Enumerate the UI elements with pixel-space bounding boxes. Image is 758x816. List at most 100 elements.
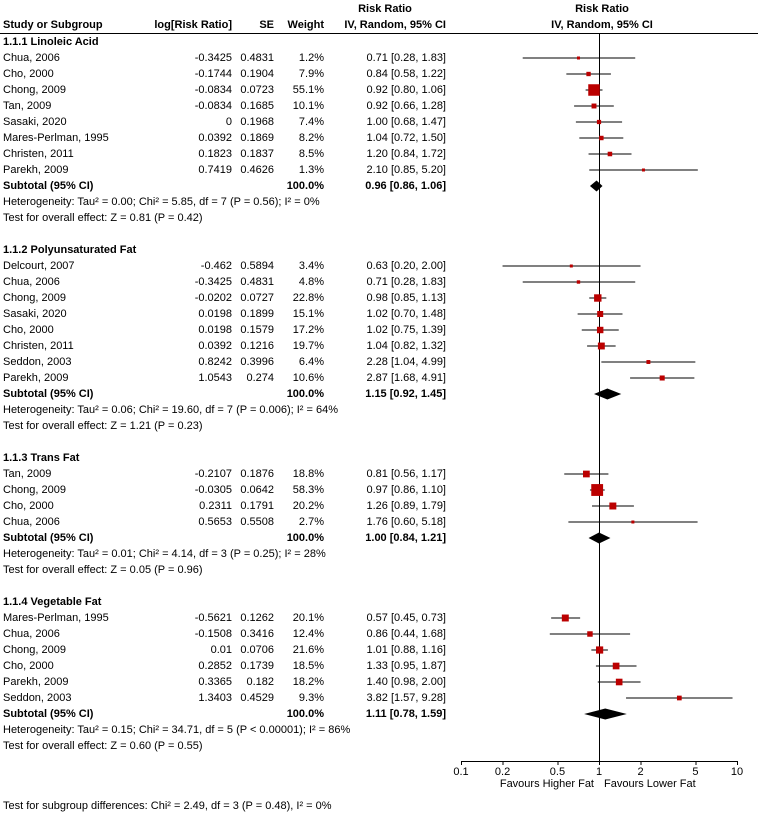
ci-text: 1.01 [0.88, 1.16] [366,644,446,656]
heterogeneity-text: Heterogeneity: Tau² = 0.00; Chi² = 5.85,… [3,196,320,208]
se-value: 0.1904 [240,68,274,80]
study-row-label: Sasaki, 2020 [3,116,67,128]
log-risk-ratio-value: 0.0198 [198,308,232,320]
log-risk-ratio-value: 1.3403 [198,692,232,704]
study-row: Christen, 2011 0.1823 0.1837 8.5% 1.20 [0.84… [0,146,758,162]
plot-cell [446,290,758,306]
se-value: 0.1685 [240,100,274,112]
overall-effect-text: Test for overall effect: Z = 0.60 (P = 0… [3,740,203,752]
study-row-label: Sasaki, 2020 [3,308,67,320]
weight-value: 8.5% [298,148,324,160]
study-row: Tan, 2009 -0.0834 0.1685 10.1% 0.92 [0.66, 1… [0,98,758,114]
study-row: Seddon, 2003 0.8242 0.3996 6.4% 2.28 [1.04, … [0,354,758,370]
log-risk-ratio-value [150,178,232,194]
plot-cell [446,610,758,626]
weight-value: 20.2% [292,500,324,512]
log-risk-ratio-value: 1.0543 [198,372,232,384]
weight-value: 4.8% [298,276,324,288]
plot-cell [446,130,758,146]
weight-value: 6.4% [298,356,324,368]
study-row-label: Chong, 2009 [3,292,66,304]
overall-effect-text: Test for overall effect: Z = 0.81 (P = 0… [3,212,203,224]
study-row: Seddon, 2003 1.3403 0.4529 9.3% 3.82 [1.57, … [0,690,758,706]
study-row-label: Parekh, 2009 [3,164,69,176]
plot-cell [446,482,758,498]
study-row-label: Christen, 2011 [3,148,74,160]
weight-value: 17.2% [292,324,324,336]
ci-text: 0.63 [0.20, 2.00] [366,260,446,272]
header-spacer-se [232,1,274,17]
study-row: Tan, 2009 -0.2107 0.1876 18.8% 0.81 [0.56, 1… [0,466,758,482]
study-row-label: Cho, 2000 [3,324,54,336]
overall-effect: Test for overall effect: Z = 0.81 (P = 0… [0,210,758,226]
ci-text: 1.02 [0.70, 1.48] [366,308,446,320]
plot-cell [446,162,758,178]
log-risk-ratio-value [150,386,232,402]
col-se: SE [259,19,274,31]
ci-text: 1.76 [0.60, 5.18] [366,516,446,528]
study-row-label: Mares-Perlman, 1995 [3,132,109,144]
se-value: 0.1876 [240,468,274,480]
spacer-text [0,578,758,594]
study-row-label: Seddon, 2003 [3,692,72,704]
subtotal-row: Subtotal (95% CI) 100.0% 1.11 [0.78, 1.59] [0,706,758,722]
spacer [0,226,758,242]
study-row: Chong, 2009 -0.0202 0.0727 22.8% 0.98 [0.85,… [0,290,758,306]
subtotal-row: Subtotal (95% CI) 100.0% 1.15 [0.92, 1.45] [0,386,758,402]
se-value: 0.1837 [240,148,274,160]
log-risk-ratio-value: 0.3365 [198,676,232,688]
ci-text: 2.28 [1.04, 4.99] [366,356,446,368]
ci-text: 2.87 [1.68, 4.91] [366,372,446,384]
se-value: 0.3416 [240,628,274,640]
plot-cell [446,274,758,290]
col-log-risk-ratio: log[Risk Ratio] [154,19,232,31]
weight-value: 7.9% [298,68,324,80]
ci-text: 1.11 [0.78, 1.59] [365,708,446,720]
ci-text: 0.84 [0.58, 1.22] [366,68,446,80]
header-spacer-logrr [150,1,232,17]
study-row: Mares-Perlman, 1995 0.0392 0.1869 8.2% 1.04 … [0,130,758,146]
study-row-label: Seddon, 2003 [3,356,72,368]
study-row: Mares-Perlman, 1995 -0.5621 0.1262 20.1% 0.5… [0,610,758,626]
header-spacer-study [0,1,150,17]
ci-text: 1.02 [0.75, 1.39] [366,324,446,336]
log-risk-ratio-value: -0.1744 [194,68,232,80]
overall-effect-text: Test for overall effect: Z = 0.05 (P = 0… [3,564,203,576]
study-row-label: Parekh, 2009 [3,372,69,384]
spacer-text [0,434,758,450]
se-value: 0.274 [246,372,274,384]
se-value: 0.0727 [240,292,274,304]
weight-value: 1.3% [298,164,324,176]
overall-effect: Test for overall effect: Z = 0.60 (P = 0… [0,738,758,754]
log-risk-ratio-value: -0.0834 [194,100,232,112]
plot-cell [446,514,758,530]
study-row: Chua, 2006 0.5653 0.5508 2.7% 1.76 [0.60, 5.… [0,514,758,530]
study-row-label: Cho, 2000 [3,68,54,80]
overall-effect-text: Test for overall effect: Z = 1.21 (P = 0… [3,420,203,432]
weight-value: 21.6% [292,644,324,656]
plot-cell [446,354,758,370]
plot-cell [446,498,758,514]
plot-cell [446,642,758,658]
plot-column-title: Risk Ratio [575,3,629,15]
weight-value: 10.6% [292,372,324,384]
study-row: Parekh, 2009 0.3365 0.182 18.2% 1.40 [0.98, … [0,674,758,690]
weight-value: 8.2% [298,132,324,144]
weight-value: 7.4% [298,116,324,128]
weight-value: 22.8% [292,292,324,304]
se-value: 0.1262 [240,612,274,624]
se-value: 0.1739 [240,660,274,672]
plot-cell [446,658,758,674]
study-row: Chong, 2009 -0.0305 0.0642 58.3% 0.97 [0.86,… [0,482,758,498]
ci-text: 0.57 [0.45, 0.73] [366,612,446,624]
spacer-text [0,226,758,242]
se-value [232,178,274,194]
favours-left-label: Favours Higher Fat [499,778,594,790]
weight-value: 18.8% [292,468,324,480]
plot-cell [446,82,758,98]
study-row: Chong, 2009 0.01 0.0706 21.6% 1.01 [0.88, 1.… [0,642,758,658]
col-weight: Weight [287,19,324,31]
study-row: Cho, 2000 0.2852 0.1739 18.5% 1.33 [0.95, 1.… [0,658,758,674]
log-risk-ratio-value: -0.2107 [194,468,232,480]
